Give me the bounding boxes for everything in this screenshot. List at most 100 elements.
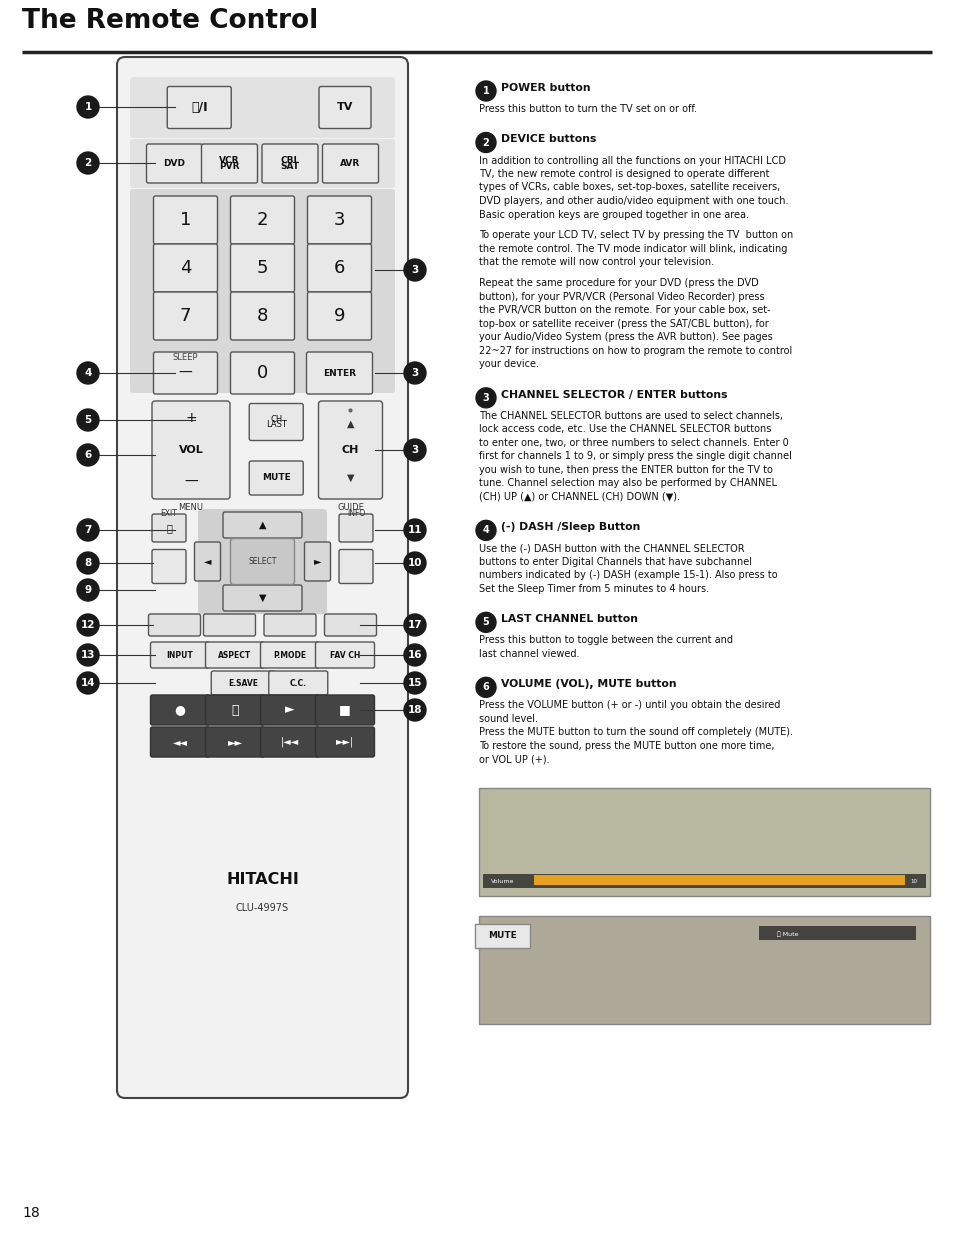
Text: TV, the new remote control is designed to operate different: TV, the new remote control is designed t… bbox=[478, 169, 769, 179]
FancyBboxPatch shape bbox=[322, 144, 378, 183]
FancyBboxPatch shape bbox=[223, 585, 302, 611]
Text: SLEEP: SLEEP bbox=[172, 352, 198, 362]
FancyBboxPatch shape bbox=[151, 642, 210, 668]
Circle shape bbox=[403, 614, 426, 636]
Text: 17: 17 bbox=[407, 620, 422, 630]
Text: —: — bbox=[178, 366, 193, 380]
FancyBboxPatch shape bbox=[201, 144, 257, 183]
Text: ►►|: ►►| bbox=[335, 737, 354, 747]
Text: ASPECT: ASPECT bbox=[218, 651, 252, 659]
Circle shape bbox=[403, 699, 426, 721]
Text: INFO: INFO bbox=[347, 509, 365, 517]
Text: 22~27 for instructions on how to program the remote to control: 22~27 for instructions on how to program… bbox=[478, 346, 791, 356]
FancyBboxPatch shape bbox=[260, 695, 319, 725]
FancyBboxPatch shape bbox=[304, 542, 330, 580]
FancyBboxPatch shape bbox=[211, 671, 275, 695]
Text: ►: ► bbox=[285, 704, 294, 716]
Text: 11: 11 bbox=[407, 525, 422, 535]
Text: ►►: ►► bbox=[227, 737, 242, 747]
Text: sound level.: sound level. bbox=[478, 714, 537, 724]
FancyBboxPatch shape bbox=[205, 642, 264, 668]
FancyBboxPatch shape bbox=[260, 642, 319, 668]
Text: that the remote will now control your television.: that the remote will now control your te… bbox=[478, 257, 714, 268]
Text: button), for your PVR/VCR (Personal Video Recorder) press: button), for your PVR/VCR (Personal Vide… bbox=[478, 291, 763, 301]
FancyBboxPatch shape bbox=[249, 461, 303, 495]
Circle shape bbox=[77, 519, 99, 541]
FancyBboxPatch shape bbox=[130, 140, 395, 188]
Text: your Audio/Video System (press the AVR button). See pages: your Audio/Video System (press the AVR b… bbox=[478, 332, 772, 342]
Text: 7: 7 bbox=[179, 308, 191, 325]
Text: HITACHI: HITACHI bbox=[226, 872, 298, 888]
FancyBboxPatch shape bbox=[153, 291, 217, 340]
Text: 7: 7 bbox=[84, 525, 91, 535]
Text: The CHANNEL SELECTOR buttons are used to select channels,: The CHANNEL SELECTOR buttons are used to… bbox=[478, 411, 782, 421]
Text: 1: 1 bbox=[482, 86, 489, 96]
FancyBboxPatch shape bbox=[264, 614, 315, 636]
Text: SELECT: SELECT bbox=[248, 557, 276, 566]
Text: 18: 18 bbox=[407, 705, 422, 715]
FancyBboxPatch shape bbox=[130, 77, 395, 138]
FancyBboxPatch shape bbox=[475, 924, 530, 947]
Circle shape bbox=[77, 643, 99, 666]
Text: 13: 13 bbox=[81, 650, 95, 659]
Text: ►: ► bbox=[314, 557, 321, 567]
Text: ⎕: ⎕ bbox=[166, 522, 172, 534]
Text: 5: 5 bbox=[256, 259, 268, 277]
FancyBboxPatch shape bbox=[478, 916, 929, 1024]
Text: ▼: ▼ bbox=[258, 593, 266, 603]
Text: CH: CH bbox=[341, 445, 359, 454]
Text: Volume: Volume bbox=[491, 879, 514, 884]
Circle shape bbox=[77, 579, 99, 601]
FancyBboxPatch shape bbox=[482, 874, 925, 888]
Text: Use the (-) DASH button with the CHANNEL SELECTOR: Use the (-) DASH button with the CHANNEL… bbox=[478, 543, 744, 553]
Text: SAT: SAT bbox=[280, 162, 299, 172]
FancyBboxPatch shape bbox=[478, 788, 929, 895]
Text: your device.: your device. bbox=[478, 359, 538, 369]
Text: Set the Sleep Timer from 5 minutes to 4 hours.: Set the Sleep Timer from 5 minutes to 4 … bbox=[478, 584, 708, 594]
Text: ⏻/I: ⏻/I bbox=[191, 101, 208, 114]
Text: 1: 1 bbox=[84, 103, 91, 112]
Circle shape bbox=[77, 96, 99, 119]
FancyBboxPatch shape bbox=[758, 926, 916, 940]
FancyBboxPatch shape bbox=[153, 196, 217, 245]
Text: or VOL UP (+).: or VOL UP (+). bbox=[478, 755, 549, 764]
Text: 3: 3 bbox=[411, 368, 418, 378]
FancyBboxPatch shape bbox=[534, 874, 904, 884]
Text: DVD players, and other audio/video equipment with one touch.: DVD players, and other audio/video equip… bbox=[478, 196, 788, 206]
FancyBboxPatch shape bbox=[147, 144, 202, 183]
Text: 3: 3 bbox=[482, 393, 489, 403]
FancyBboxPatch shape bbox=[231, 291, 294, 340]
FancyBboxPatch shape bbox=[338, 550, 373, 583]
Text: 3: 3 bbox=[334, 211, 345, 228]
FancyBboxPatch shape bbox=[306, 352, 372, 394]
FancyBboxPatch shape bbox=[318, 401, 382, 499]
Text: To operate your LCD TV, select TV by pressing the TV  button on: To operate your LCD TV, select TV by pre… bbox=[478, 231, 792, 241]
FancyBboxPatch shape bbox=[152, 550, 186, 583]
Circle shape bbox=[403, 643, 426, 666]
Text: 12: 12 bbox=[81, 620, 95, 630]
Text: 🔇 Mute: 🔇 Mute bbox=[776, 931, 798, 936]
Text: ENTER: ENTER bbox=[323, 368, 355, 378]
Text: 14: 14 bbox=[81, 678, 95, 688]
FancyBboxPatch shape bbox=[315, 642, 375, 668]
Text: E.SAVE: E.SAVE bbox=[228, 678, 258, 688]
Text: 18: 18 bbox=[22, 1207, 40, 1220]
FancyBboxPatch shape bbox=[318, 86, 371, 128]
FancyBboxPatch shape bbox=[231, 245, 294, 291]
Text: Press this button to toggle between the current and: Press this button to toggle between the … bbox=[478, 635, 732, 646]
Text: 1: 1 bbox=[179, 211, 191, 228]
Circle shape bbox=[77, 409, 99, 431]
Text: P.MODE: P.MODE bbox=[274, 651, 306, 659]
Text: POWER button: POWER button bbox=[500, 83, 590, 93]
Text: TV: TV bbox=[336, 103, 353, 112]
Text: numbers indicated by (-) DASH (example 15-1). Also press to: numbers indicated by (-) DASH (example 1… bbox=[478, 571, 777, 580]
Text: 5: 5 bbox=[84, 415, 91, 425]
Text: ▲: ▲ bbox=[258, 520, 266, 530]
Text: MUTE: MUTE bbox=[488, 931, 517, 940]
Text: CBL: CBL bbox=[280, 156, 299, 165]
Circle shape bbox=[403, 259, 426, 282]
Text: INPUT: INPUT bbox=[167, 651, 193, 659]
FancyBboxPatch shape bbox=[152, 514, 186, 542]
Text: 9: 9 bbox=[85, 585, 91, 595]
FancyBboxPatch shape bbox=[130, 189, 395, 393]
